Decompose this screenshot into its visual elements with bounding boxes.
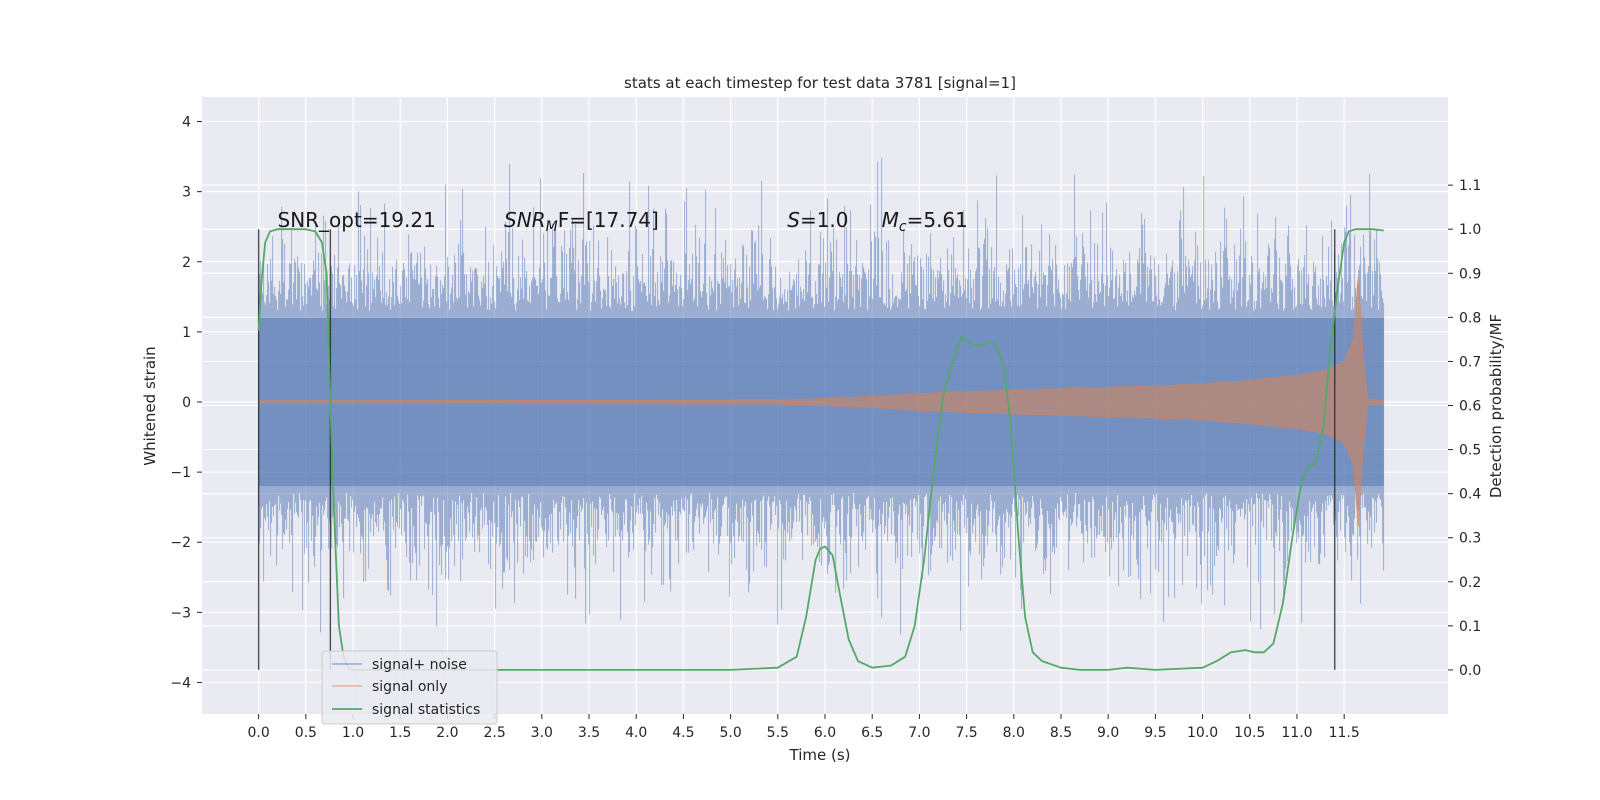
chart-title: stats at each timestep for test data 378… (624, 74, 1016, 92)
x-tick-label: 11.0 (1281, 725, 1312, 741)
y-axis-label: Whitened strain (141, 346, 159, 465)
y2-axis-label: Detection probability/MF (1487, 314, 1505, 498)
x-tick-label: 6.0 (814, 725, 836, 741)
y-tick-label: 3 (182, 185, 191, 201)
y2-tick-label: 0.1 (1459, 619, 1481, 635)
x-tick-label: 2.0 (436, 725, 458, 741)
annotation: SNRMF=[17.74] (504, 208, 659, 235)
y-tick-label: −3 (170, 605, 191, 621)
y-tick-label: 2 (182, 255, 191, 271)
x-tick-label: 0.5 (295, 725, 317, 741)
x-tick-label: 9.0 (1097, 725, 1119, 741)
vertical-markers (257, 229, 1336, 670)
x-tick-label: 3.0 (531, 725, 553, 741)
legend-box (321, 650, 498, 725)
y2-tick-label: 0.8 (1459, 310, 1481, 326)
x-tick-label: 1.0 (342, 725, 364, 741)
signal-statistics-line (257, 228, 1384, 671)
y2-tick-label: 0.6 (1459, 399, 1481, 415)
x-tick-label: 7.5 (955, 725, 977, 741)
y2-tick-label: 1.1 (1459, 178, 1481, 194)
y-tick-label: −2 (170, 535, 191, 551)
legend-label-signal: signal only (372, 679, 447, 695)
y2-tick-label: 0.5 (1459, 443, 1481, 459)
legend-label-stats: signal statistics (372, 702, 480, 718)
y-tick-label: −1 (170, 465, 191, 481)
y-tick-label: 1 (182, 325, 191, 341)
y2-tick-label: 0.7 (1459, 354, 1481, 370)
signal-only-series (258, 277, 1384, 527)
y2-tick-label: 0.3 (1459, 531, 1481, 547)
signal-statistics-series (257, 228, 1384, 671)
x-axis-label: Time (s) (789, 746, 851, 764)
y-tick-label: 4 (182, 115, 191, 131)
x-tick-label: 6.5 (861, 725, 883, 741)
x-tick-label: 3.5 (578, 725, 600, 741)
x-tick-label: 8.5 (1050, 725, 1072, 741)
x-tick-label: 8.0 (1003, 725, 1025, 741)
x-tick-label: 5.5 (767, 725, 789, 741)
x-tick-label: 2.5 (483, 725, 505, 741)
x-tick-label: 0.0 (248, 725, 270, 741)
annotation: Mc=5.61 (882, 208, 968, 235)
y-tick-label: 0 (182, 395, 191, 411)
legend-label-noise: signal+ noise (372, 657, 467, 673)
x-tick-label: 4.0 (625, 725, 647, 741)
y2-tick-label: 1.0 (1459, 222, 1481, 238)
y2-tick-label: 0.9 (1459, 266, 1481, 282)
annotation: S=1.0 (787, 208, 848, 232)
x-tick-label: 10.0 (1187, 725, 1218, 741)
x-tick-label: 5.0 (719, 725, 741, 741)
y2-tick-label: 0.4 (1459, 487, 1481, 503)
signal-envelope (258, 277, 1384, 527)
x-tick-label: 7.0 (908, 725, 930, 741)
x-tick-label: 10.5 (1234, 725, 1265, 741)
tick-labels: 0.0 0.5 1.0 1.5 2.0 2.5 3.0 3.5 4.0 4.5 5.0 5.5 6.0 6… (170, 115, 1481, 741)
x-tick-label: 11.5 (1329, 725, 1360, 741)
x-tick-label: 9.5 (1144, 725, 1166, 741)
annotations: SNR_opt=19.21 SNRMF=[17.74] S=1.0 Mc=5.61 (278, 208, 968, 235)
x-tick-label: 4.5 (672, 725, 694, 741)
y-tick-label: −4 (170, 675, 191, 691)
x-tick-label: 1.5 (389, 725, 411, 741)
y2-tick-label: 0.0 (1459, 663, 1481, 679)
y2-tick-label: 0.2 (1459, 575, 1481, 591)
legend: signal+ noise signal only signal statist… (321, 650, 498, 725)
annotation: SNR_opt=19.21 (278, 208, 436, 232)
